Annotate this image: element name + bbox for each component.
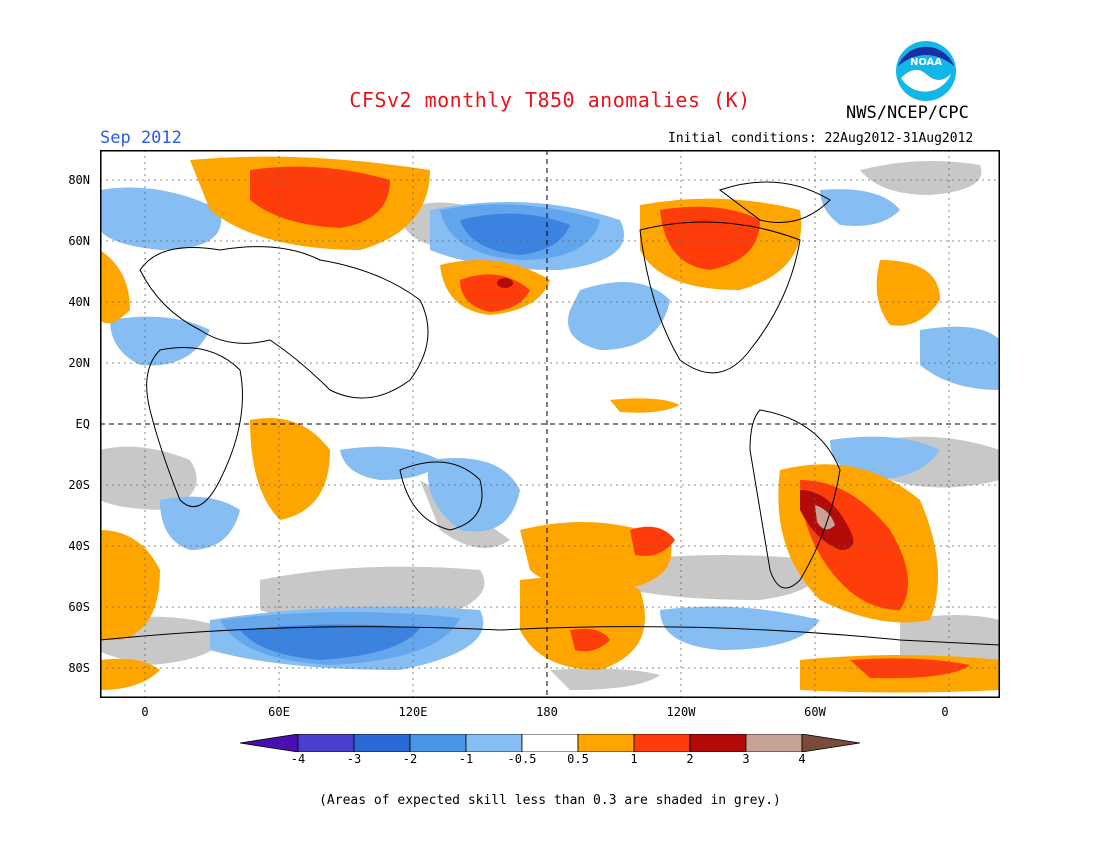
lon-label: 60E	[268, 705, 290, 719]
initial-conditions: Initial conditions: 22Aug2012-31Aug2012	[668, 131, 974, 146]
lat-label: EQ	[75, 417, 90, 431]
anomaly-map	[100, 150, 1000, 698]
gridlines	[100, 150, 1000, 698]
lon-label: 0	[141, 705, 149, 719]
colorbar-box	[465, 734, 523, 752]
map-frame	[100, 150, 1000, 698]
colorbar-box	[353, 734, 411, 752]
noaa-logo-text: NOAA	[910, 57, 942, 68]
colorbar-max-triangle	[801, 734, 860, 752]
colorbar-box	[633, 734, 691, 752]
lon-label: 120W	[666, 705, 696, 719]
lat-label: 20S	[68, 478, 90, 492]
lat-label: 60N	[68, 234, 90, 248]
colorbar-box	[745, 734, 803, 752]
lon-label: 120E	[398, 705, 428, 719]
forecast-month: Sep 2012	[100, 128, 182, 148]
colorbar-tick-label: -1	[458, 752, 474, 766]
colorbar-tick-label: -0.5	[507, 752, 537, 766]
lon-label: 0	[941, 705, 949, 719]
lat-label: 80S	[68, 661, 90, 675]
colorbar-box	[577, 734, 635, 752]
coastlines	[100, 181, 1000, 646]
colorbar-tick-label: -3	[346, 752, 362, 766]
colorbar	[240, 734, 860, 752]
colorbar-tick-label: 1	[630, 752, 638, 766]
map-title: CFSv2 monthly T850 anomalies (K)	[349, 88, 751, 112]
lat-label: 40S	[68, 539, 90, 553]
lat-label: 20N	[68, 356, 90, 370]
agency-label: NWS/NCEP/CPC	[846, 103, 969, 123]
footer-note: (Areas of expected skill less than 0.3 a…	[319, 793, 781, 808]
lat-label: 60S	[68, 600, 90, 614]
reference-lines	[100, 150, 1000, 698]
lon-label: 60W	[804, 705, 826, 719]
colorbar-tick-label: 2	[686, 752, 694, 766]
colorbar-min-triangle	[240, 734, 299, 752]
colorbar-tick-label: 3	[742, 752, 750, 766]
lon-label: 180	[536, 705, 558, 719]
noaa-logo: NOAA	[896, 41, 956, 101]
lat-label: 40N	[68, 295, 90, 309]
colorbar-box	[297, 734, 355, 752]
colorbar-tick-label: -2	[402, 752, 418, 766]
colorbar-tick-label: 4	[798, 752, 806, 766]
colorbar-box	[689, 734, 747, 752]
colorbar-tick-label: -4	[290, 752, 306, 766]
colorbar-box	[521, 734, 579, 752]
colorbar-tick-label: 0.5	[567, 752, 589, 766]
lat-label: 80N	[68, 173, 90, 187]
colorbar-box	[409, 734, 467, 752]
